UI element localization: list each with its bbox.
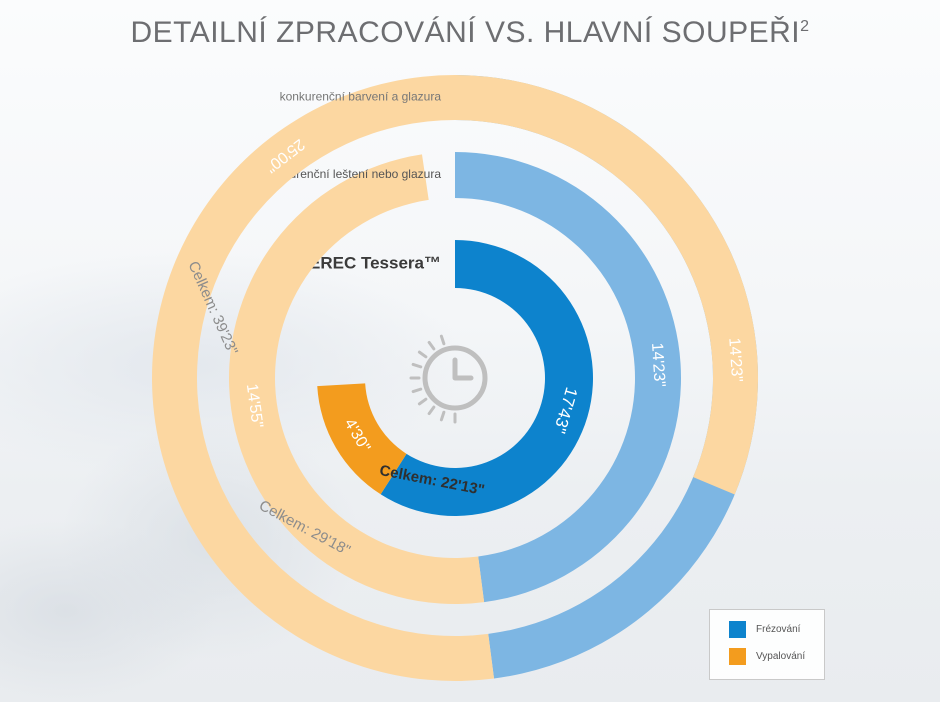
category-label: konkurenční leštení nebo glazura (264, 167, 441, 181)
legend-label: Vypalování (756, 650, 806, 662)
bar-segment-milling (380, 240, 594, 516)
data-label-milling: 14'23" (725, 337, 745, 382)
legend: Frézování Vypalování (709, 609, 825, 680)
bar-segment-firing (229, 154, 485, 604)
data-label-milling: 14'23" (648, 342, 668, 387)
legend-item-firing: Vypalování (729, 647, 805, 665)
category-label: CEREC Tessera™ (297, 253, 441, 272)
page-title: DETAILNÍ ZPRACOVÁNÍ VS. HLAVNÍ SOUPEŘI2 (130, 16, 810, 49)
legend-label: Frézování (756, 623, 801, 635)
bar-segment-firing (317, 383, 407, 495)
clock-icon (409, 334, 488, 424)
legend-item-milling: Frézování (729, 620, 800, 638)
category-label: konkurenční barvení a glazura (280, 90, 442, 104)
legend-swatch-firing (729, 647, 746, 665)
legend-swatch-milling (729, 620, 746, 638)
data-label-firing: 14'55" (243, 383, 266, 429)
bar-segment-milling (455, 152, 681, 603)
